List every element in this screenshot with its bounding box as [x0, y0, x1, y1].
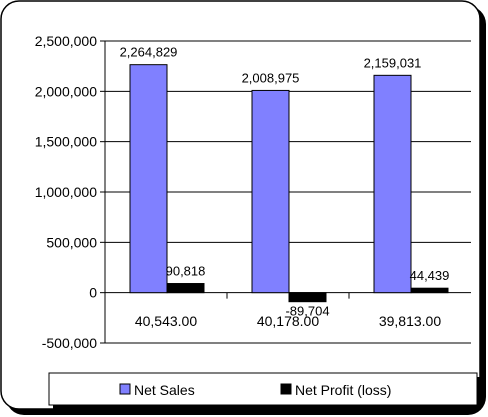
net-profit-bar — [166, 283, 205, 294]
net-sales-bar — [373, 74, 412, 294]
y-tick-label: 500,000 — [46, 234, 97, 250]
category-label: 40,543.00 — [135, 313, 197, 329]
legend-box — [48, 372, 478, 406]
category-label: 40,178.00 — [257, 313, 319, 329]
legend: Net Sales Net Profit (loss) — [48, 372, 481, 409]
category-label: 39,813.00 — [379, 313, 441, 329]
net-profit-data-label: 44,439 — [410, 268, 450, 283]
net-profit-data-label: -89,704 — [285, 304, 329, 319]
y-tick-label: 1,500,000 — [35, 134, 97, 150]
y-tick-label: 2,000,000 — [35, 83, 97, 99]
net-profit-data-label: 90,818 — [166, 264, 206, 279]
bars — [129, 64, 449, 303]
net-sales-data-label: 2,159,031 — [364, 55, 422, 70]
legend-swatch-net-profit — [280, 383, 292, 395]
y-tick-label: 1,000,000 — [35, 184, 97, 200]
legend-swatch-net-sales — [119, 383, 131, 395]
data-labels: 2,264,829 90,818 2,008,975 -89,704 2,159,031… — [120, 45, 450, 319]
net-sales-bar — [251, 89, 290, 294]
net-sales-bar — [129, 64, 168, 294]
net-profit-bar — [410, 287, 449, 294]
y-tick-label: 2,500,000 — [35, 33, 97, 49]
legend-label-net-profit: Net Profit (loss) — [295, 382, 391, 398]
legend-label-net-sales: Net Sales — [134, 382, 195, 398]
y-tick-label: -500,000 — [42, 335, 97, 351]
category-labels: 40,543.00 40,178.00 39,813.00 — [135, 313, 441, 329]
net-sales-data-label: 2,008,975 — [242, 70, 300, 85]
y-tick-label: 0 — [89, 285, 97, 301]
y-tick-labels: 2,500,000 2,000,000 1,500,000 1,000,000 500,… — [35, 33, 98, 351]
net-profit-bar — [288, 292, 327, 303]
net-sales-data-label: 2,264,829 — [120, 45, 178, 60]
